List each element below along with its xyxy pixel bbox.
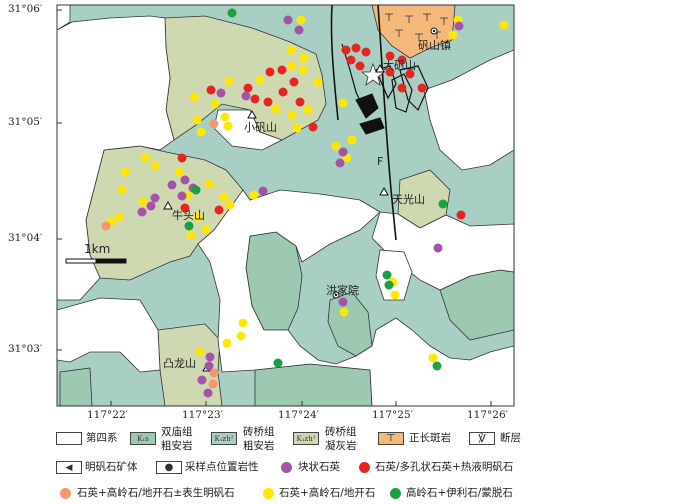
legend-label: 采样点位置岩性: [185, 461, 259, 473]
legend-label: 高岭石+伊利石/蒙脱石: [406, 487, 513, 499]
legend-label: 粗安岩: [161, 440, 193, 452]
place-label: 天光山: [392, 193, 425, 206]
legend-dot-red: [359, 462, 370, 473]
fault-label: F: [377, 155, 384, 168]
legend-label: 块状石英: [298, 461, 340, 473]
unit-quaternary-area: [423, 49, 514, 171]
legend-dot-purple: [281, 462, 292, 473]
sample-points: [101, 8, 509, 398]
place-label: 矾山镇: [418, 39, 451, 52]
unit-k1zh1-area: [157, 323, 223, 406]
legend-swatch-sample: ●: [156, 461, 182, 474]
legend-swatch-k1zh2: K₁zh²: [211, 432, 237, 445]
legend-label: 砖桥组: [243, 426, 275, 438]
map-frame: [56, 4, 515, 407]
unit-quaternary-area: [57, 15, 175, 301]
legend-label: 石英/多孔状石英+热液明矾石: [375, 461, 514, 473]
unit-quaternary-area: [197, 189, 514, 406]
legend-label: 明矾石矿体: [85, 461, 138, 473]
legend-label: 石英+高岭石/地开石±表生明矾石: [77, 487, 235, 499]
unit-k1s-area: [59, 367, 93, 406]
town-markers: [332, 27, 438, 299]
place-label: 大矾山: [383, 59, 416, 72]
place-label: 小矾山: [244, 121, 277, 134]
unit-quaternary-area: [57, 5, 71, 31]
legend-swatch-k1s: K₁s: [130, 432, 156, 445]
fault-line: [330, 5, 339, 121]
place-label: 凸龙山: [163, 357, 196, 370]
lon-label: 117°22′: [87, 409, 129, 421]
place-label: 牛头山: [172, 209, 205, 222]
legend-dot-yellow: [263, 488, 274, 499]
legend-dot-salmon: [60, 488, 71, 499]
lat-label: 31°06′: [8, 3, 43, 15]
legend-label: 凝灰岩: [325, 440, 357, 452]
unit-quaternary-area: [57, 297, 161, 373]
legend-swatch-orebody: ◀: [56, 461, 82, 474]
unit-k1s-area: [254, 363, 373, 406]
lat-label: 31°05′: [8, 116, 43, 128]
scale-bar-label: 1km: [84, 242, 111, 256]
legend-label: 砖桥组: [325, 426, 357, 438]
legend-dot-green: [390, 488, 401, 499]
unit-quaternary-area: [375, 249, 413, 301]
legend-label: 第四系: [86, 432, 118, 444]
legend-label: 双庙组: [161, 426, 193, 438]
lon-label: 117°25′: [372, 409, 414, 421]
legend-swatch-quaternary: [56, 432, 82, 445]
place-label: 洪家院: [326, 284, 359, 297]
alunite-orebodies: [355, 65, 429, 135]
lon-label: 117°26′: [467, 409, 509, 421]
lat-label: 31°03′: [8, 343, 43, 355]
legend-label: 石英+高岭石/地开石: [279, 487, 376, 499]
legend-label: 断层: [500, 432, 521, 444]
legend-label: 正长斑岩: [409, 432, 451, 444]
legend-swatch-k1zh1: K₁zh¹: [293, 432, 319, 445]
fault-line: [377, 5, 397, 241]
lon-label: 117°24′: [278, 409, 320, 421]
legend-label: 粗安岩: [243, 440, 275, 452]
lat-label: 31°04′: [8, 232, 43, 244]
legend-swatch-fault: ℣: [469, 432, 495, 445]
axis-ticks: [57, 9, 492, 406]
legend-swatch-syenite: ⊤: [378, 432, 404, 445]
lon-label: 117°23′: [182, 409, 224, 421]
scale-bar: [65, 258, 127, 264]
